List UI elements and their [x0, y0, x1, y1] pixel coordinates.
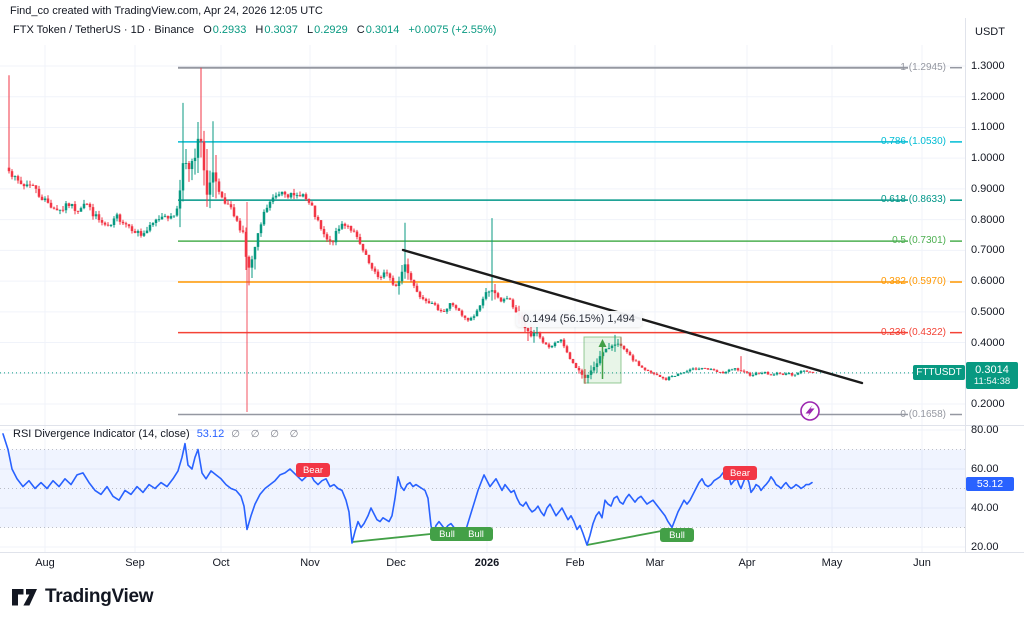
range-measure-label: 0.1494 (56.15%) 1,494 [516, 311, 642, 327]
fib-level-label: 1 (1.2945) [900, 61, 946, 73]
price-tick: 1.0000 [971, 152, 1005, 165]
low-value: L 0.2929 [307, 24, 348, 36]
rsi-tick: 40.00 [971, 502, 999, 514]
quote-currency-label: USDT [975, 26, 1005, 38]
price-tick: 0.7000 [971, 244, 1005, 257]
rsi-tick: 60.00 [971, 463, 999, 475]
price-tick: 0.2000 [971, 397, 1005, 410]
time-tick: Mar [645, 557, 665, 569]
time-tick: Nov [300, 557, 320, 569]
fib-level-label: 0.786 (1.0530) [880, 135, 946, 147]
bear-divergence-badge: Bear [296, 463, 330, 477]
footer-branding: TradingView [11, 586, 154, 608]
time-tick: Oct [212, 557, 230, 569]
last-price-value: 0.3014 [975, 363, 1009, 376]
bull-divergence-badge: Bull [660, 528, 694, 542]
change-value: +0.0075 (+2.55%) [408, 24, 497, 36]
price-tick: 1.3000 [971, 60, 1005, 72]
alert-lightning-icon[interactable] [800, 401, 820, 421]
time-tick: 2026 [474, 557, 500, 569]
price-tick: 0.4000 [971, 336, 1005, 349]
credit-line: Find_co created with TradingView.com, Ap… [10, 5, 323, 17]
time-tick: Jun [913, 557, 931, 569]
rsi-tick: 20.00 [971, 541, 999, 553]
price-tick: 0.6000 [971, 275, 1005, 288]
tradingview-logo [12, 588, 37, 605]
fib-level-label: 0.618 (0.8633) [880, 194, 946, 206]
symbol-legend[interactable]: FTX Token / TetherUS · 1D · Binance O 0.2… [13, 24, 496, 36]
price-tick: 1.2000 [971, 90, 1005, 103]
fib-level-label: 0.382 (0.5970) [880, 276, 946, 287]
rsi-current-value: 53.12 [196, 428, 225, 440]
bull-divergence-badge: Bull [459, 527, 493, 541]
price-tick: 0.5000 [971, 305, 1005, 318]
fib-level-label: 0.5 (0.7301) [892, 235, 946, 247]
price-tick: 0.8000 [971, 213, 1005, 226]
rsi-indicator-title[interactable]: RSI Divergence Indicator (14, close) [13, 428, 190, 440]
open-value: O 0.2933 [203, 24, 247, 36]
time-tick: May [821, 557, 843, 569]
fib-level-label: 0 (0.1658) [900, 408, 946, 420]
bar-countdown: 11:54:38 [973, 375, 1011, 387]
bear-divergence-badge: Bear [723, 466, 757, 480]
time-tick: Dec [386, 557, 406, 569]
bull-divergence-badge: Bull [430, 527, 464, 541]
rsi-tick: 80.00 [971, 424, 999, 436]
time-tick: Sep [125, 557, 145, 569]
rsi-value-badge: 53.12 [966, 477, 1014, 491]
last-price-badge: 0.3014 11:54:38 [966, 362, 1018, 389]
fib-level-label: 0.236 (0.4322) [880, 326, 946, 338]
close-value: C 0.3014 [356, 24, 400, 36]
high-value: H 0.3037 [255, 24, 299, 36]
price-tick: 0.9000 [971, 182, 1005, 195]
time-tick: Apr [738, 557, 756, 569]
last-price-symbol-badge: FTTUSDT [913, 365, 965, 380]
time-tick: Feb [565, 557, 585, 569]
rsi-empty-flags: ∅ ∅ ∅ ∅ [231, 428, 303, 440]
brand-name: TradingView [45, 586, 154, 607]
symbol-title[interactable]: FTX Token / TetherUS · 1D · Binance [13, 24, 195, 36]
rsi-indicator-legend[interactable]: RSI Divergence Indicator (14, close) 53.… [13, 428, 302, 440]
price-tick: 1.1000 [971, 121, 1005, 134]
time-tick: Aug [35, 557, 55, 569]
